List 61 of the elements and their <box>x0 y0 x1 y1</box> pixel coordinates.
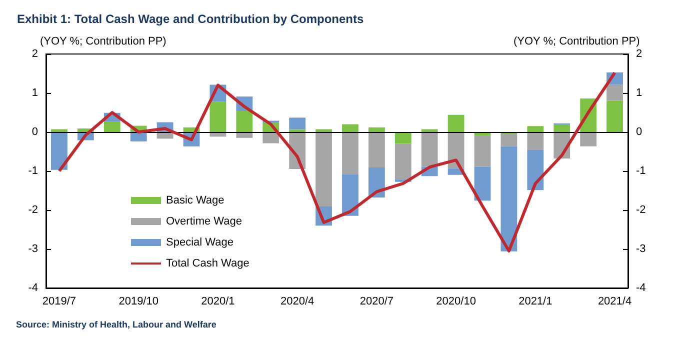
line-series <box>58 71 616 252</box>
bar <box>236 110 253 132</box>
legend-label: Special Wage <box>166 236 234 248</box>
bar <box>51 129 68 132</box>
x-tick-label: 2021/1 <box>518 296 552 308</box>
bar <box>554 124 570 132</box>
y-tick-label: 2 <box>32 48 38 60</box>
x-tick-label: 2020/7 <box>360 296 394 308</box>
bar <box>210 102 226 132</box>
legend-label: Total Cash Wage <box>166 258 250 270</box>
bar <box>316 132 332 206</box>
y2-tick-label: 2 <box>636 48 642 60</box>
y-tick-label: -1 <box>28 165 38 177</box>
bar <box>606 100 623 132</box>
y2-tick-label: -3 <box>636 243 646 255</box>
y2-tick-label: 1 <box>636 87 642 99</box>
y2-tick-label: -4 <box>636 282 646 294</box>
bar <box>474 136 491 167</box>
bar <box>527 126 544 132</box>
y-tick-label: -4 <box>28 282 38 294</box>
chart-title: Exhibit 1: Total Cash Wage and Contribution by Components <box>17 12 364 26</box>
bar <box>316 129 332 132</box>
bar <box>368 132 385 168</box>
bar <box>289 118 306 130</box>
x-tick-label: 2021/4 <box>598 296 632 308</box>
bar <box>527 132 544 150</box>
bar <box>474 166 491 201</box>
y-axis-title: (YOY %; Contribution PP) <box>40 36 166 48</box>
bar <box>104 122 120 132</box>
source-note: Source: Ministry of Health, Labour and Welfare <box>16 320 216 330</box>
y2-tick-label: 0 <box>636 126 642 138</box>
bar <box>342 132 358 174</box>
bar <box>394 144 412 180</box>
bar <box>500 146 518 252</box>
y-tick-label: -2 <box>28 204 38 216</box>
bar <box>51 132 68 170</box>
y2-tick-label: -2 <box>636 204 646 216</box>
legend-label: Basic Wage <box>166 194 224 206</box>
bar <box>342 124 358 132</box>
bar <box>421 129 438 132</box>
x-tick-label: 2020/10 <box>436 296 476 308</box>
x-tick-label: 2019/7 <box>42 296 76 308</box>
bar <box>421 132 438 167</box>
x-tick-label: 2019/10 <box>118 296 158 308</box>
bar <box>368 127 385 132</box>
x-tick-label: 2020/4 <box>280 296 314 308</box>
x-tick-label: 2020/1 <box>201 296 235 308</box>
bar <box>606 84 623 101</box>
bar <box>394 132 412 144</box>
bar <box>500 134 518 146</box>
y2-axis-title: (YOY %; Contribution PP) <box>513 36 640 48</box>
y-tick-label: 0 <box>32 126 38 138</box>
bar <box>527 150 544 190</box>
y-tick-label: 1 <box>32 87 38 99</box>
bar <box>580 132 597 146</box>
legend-label: Overtime Wage <box>166 216 242 228</box>
bar <box>289 129 306 132</box>
bar <box>448 114 464 132</box>
bar <box>342 174 358 216</box>
y-tick-label: -3 <box>28 243 38 255</box>
y2-tick-label: -1 <box>636 165 646 177</box>
